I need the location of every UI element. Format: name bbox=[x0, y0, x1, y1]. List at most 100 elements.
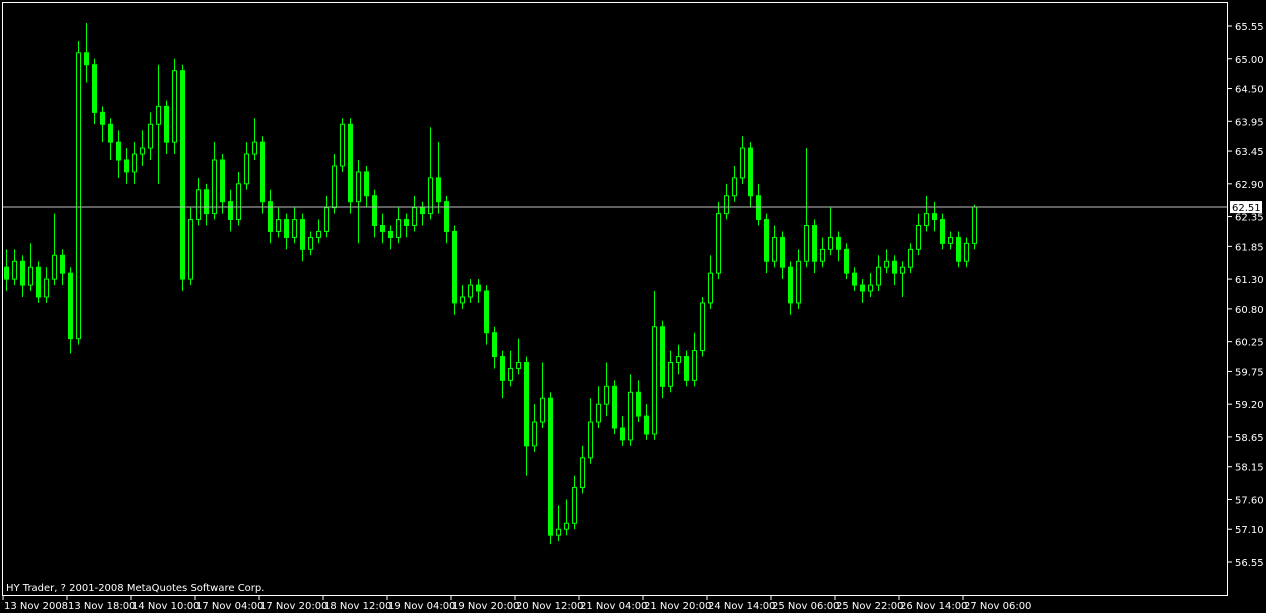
candle bbox=[324, 195, 329, 238]
price-tick-label: 63.45 bbox=[1235, 147, 1264, 158]
time-tick-label: 19 Nov 20:00 bbox=[452, 601, 519, 612]
candle bbox=[524, 356, 529, 476]
price-tick-label: 59.20 bbox=[1235, 400, 1264, 411]
candle bbox=[188, 207, 193, 286]
candle-body bbox=[412, 207, 417, 227]
candle bbox=[100, 106, 105, 143]
price-tick-label: 60.80 bbox=[1235, 305, 1264, 316]
candle-body bbox=[772, 236, 777, 262]
candle bbox=[540, 362, 545, 428]
candle-body bbox=[564, 522, 569, 530]
candle-body bbox=[956, 236, 961, 262]
candle bbox=[484, 285, 489, 345]
candle bbox=[596, 386, 601, 428]
time-tick-label: 25 Nov 22:00 bbox=[836, 601, 903, 612]
candle bbox=[548, 392, 553, 545]
candle-body bbox=[20, 260, 25, 286]
candle bbox=[676, 344, 681, 375]
candle-body bbox=[92, 64, 97, 113]
candle-body bbox=[404, 219, 409, 227]
candle bbox=[140, 130, 145, 166]
candle-body bbox=[948, 236, 953, 244]
candle bbox=[284, 213, 289, 250]
candle bbox=[628, 374, 633, 446]
candle bbox=[884, 249, 889, 274]
candle bbox=[244, 142, 249, 190]
candle-body bbox=[300, 219, 305, 250]
candle bbox=[972, 204, 977, 250]
price-tick-label: 64.50 bbox=[1235, 85, 1264, 96]
candle-body bbox=[596, 403, 601, 423]
candle bbox=[428, 127, 433, 220]
candle bbox=[436, 142, 441, 214]
candle-body bbox=[884, 260, 889, 268]
candle-body bbox=[396, 219, 401, 238]
candle-body bbox=[604, 385, 609, 405]
candle bbox=[804, 148, 809, 268]
candle-body bbox=[76, 52, 81, 340]
candle bbox=[468, 279, 473, 303]
candle-body bbox=[780, 236, 785, 268]
candle-body bbox=[460, 296, 465, 304]
candle-body bbox=[636, 391, 641, 417]
candle bbox=[228, 189, 233, 232]
candle bbox=[660, 320, 665, 399]
candle-body bbox=[84, 52, 89, 66]
candle-body bbox=[580, 457, 585, 489]
candle-body bbox=[4, 266, 9, 280]
candle-body bbox=[212, 159, 217, 215]
candle-body bbox=[372, 195, 377, 227]
candle-body bbox=[508, 367, 513, 381]
candle bbox=[564, 499, 569, 536]
candle-body bbox=[660, 326, 665, 387]
price-tick-label: 57.10 bbox=[1235, 525, 1264, 536]
candle-body bbox=[836, 236, 841, 250]
candle bbox=[380, 213, 385, 244]
candle bbox=[372, 189, 377, 238]
candle-body bbox=[668, 361, 673, 387]
candle-body bbox=[724, 195, 729, 215]
candle-body bbox=[620, 427, 625, 441]
candle-body bbox=[100, 111, 105, 125]
candle-body bbox=[684, 356, 689, 381]
candle bbox=[916, 213, 921, 256]
candle bbox=[212, 142, 217, 220]
candle-body bbox=[476, 284, 481, 292]
candle bbox=[356, 160, 361, 244]
candle bbox=[732, 165, 737, 202]
candle-body bbox=[156, 105, 161, 125]
candle-body bbox=[324, 207, 329, 232]
candle bbox=[836, 231, 841, 262]
candle bbox=[268, 189, 273, 244]
candle bbox=[652, 291, 657, 440]
candle-body bbox=[228, 201, 233, 221]
price-tick-label: 56.55 bbox=[1235, 558, 1264, 569]
price-tick-label: 62.35 bbox=[1235, 213, 1264, 224]
candle bbox=[316, 219, 321, 244]
candle-body bbox=[732, 177, 737, 197]
candle bbox=[692, 332, 697, 387]
candle-body bbox=[716, 213, 721, 274]
candle bbox=[796, 249, 801, 309]
price-tick-label: 59.75 bbox=[1235, 367, 1264, 378]
candle bbox=[388, 225, 393, 250]
candle bbox=[44, 267, 49, 303]
candle-body bbox=[468, 284, 473, 298]
candle-body bbox=[108, 123, 113, 143]
candle-body bbox=[452, 230, 457, 304]
candle bbox=[12, 249, 17, 286]
candle bbox=[452, 225, 457, 315]
candle bbox=[668, 350, 673, 393]
candle bbox=[772, 225, 777, 268]
chart-frame bbox=[2, 2, 1228, 596]
candle-body bbox=[612, 385, 617, 429]
time-tick-label: 21 Nov 04:00 bbox=[580, 601, 647, 612]
candle-body bbox=[548, 397, 553, 536]
candle bbox=[164, 100, 169, 155]
candle bbox=[276, 207, 281, 238]
time-tick-label: 17 Nov 04:00 bbox=[196, 601, 263, 612]
candle-body bbox=[52, 254, 57, 280]
candle-body bbox=[220, 159, 225, 203]
candle bbox=[868, 273, 873, 297]
